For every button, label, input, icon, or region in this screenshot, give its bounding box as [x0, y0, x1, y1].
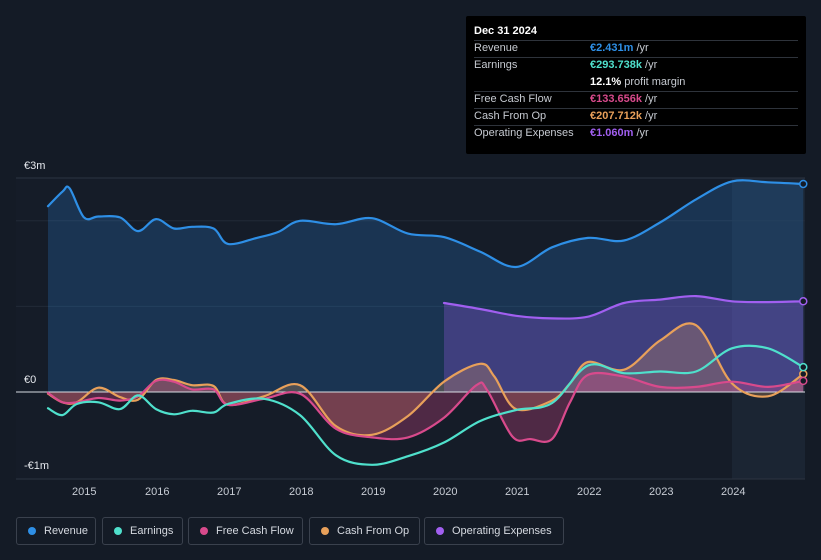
tooltip-value: €293.738k: [590, 59, 642, 71]
x-tick-label: 2016: [145, 486, 170, 498]
legend-dot: [321, 527, 329, 535]
legend-label: Revenue: [44, 525, 89, 537]
legend-item-revenue[interactable]: Revenue: [16, 517, 96, 545]
legend-label: Cash From Op: [337, 525, 410, 537]
tooltip-label: Free Cash Flow: [474, 93, 552, 105]
series-line-revenue: [46, 179, 805, 269]
x-tick-label: 2024: [721, 486, 746, 498]
tooltip-unit: profit margin: [621, 76, 686, 88]
x-tick-label: 2020: [433, 486, 458, 498]
legend-item-cash-from-op[interactable]: Cash From Op: [309, 517, 420, 545]
legend-item-free-cash-flow[interactable]: Free Cash Flow: [188, 517, 303, 545]
tooltip-value-group: €207.712k /yr: [590, 110, 657, 122]
tooltip-divider: [474, 57, 798, 58]
legend-label: Operating Expenses: [452, 525, 552, 537]
tooltip-date: Dec 31 2024: [474, 25, 537, 37]
plot-area: [16, 178, 805, 479]
x-tick-label: 2019: [361, 486, 386, 498]
tooltip-value: €207.712k: [590, 110, 642, 122]
tooltip-value: €1.060m: [590, 127, 634, 139]
tooltip-unit: /yr: [642, 59, 658, 71]
x-tick-label: 2023: [649, 486, 674, 498]
series-line-earnings: [46, 344, 805, 466]
series-line-operating-expenses: [442, 294, 805, 320]
tooltip-row-cash-from-op: Cash From Op €207.712k /yr: [466, 108, 806, 125]
tooltip-divider: [474, 91, 798, 92]
tooltip-value-group: €2.431m /yr: [590, 42, 649, 54]
legend-dot: [200, 527, 208, 535]
y-tick-label: -€1m: [24, 460, 50, 472]
tooltip-row-operating-expenses: Operating Expenses €1.060m /yr: [466, 125, 806, 142]
tooltip-divider: [474, 108, 798, 109]
y-tick-label: €3m: [24, 160, 46, 172]
series-endpoint-revenue: [799, 179, 808, 189]
series-endpoint-earnings: [799, 362, 808, 372]
tooltip-value-group: €293.738k /yr: [590, 59, 657, 71]
series-area-revenue: [48, 180, 804, 392]
tooltip-label: Operating Expenses: [474, 127, 574, 139]
tooltip-label: Cash From Op: [474, 110, 547, 122]
tooltip-value: €133.656k: [590, 93, 642, 105]
tooltip: Dec 31 2024 Revenue €2.431m /yr Earnings…: [466, 16, 806, 154]
tooltip-label: Revenue: [474, 42, 519, 54]
tooltip-divider: [474, 125, 798, 126]
series-line-free-cash-flow: [46, 371, 805, 443]
legend-label: Free Cash Flow: [216, 525, 294, 537]
tooltip-row-revenue: Revenue €2.431m /yr: [466, 40, 806, 57]
series-endpoint-operating-expenses: [799, 297, 808, 306]
tooltip-divider: [474, 40, 798, 41]
series-area-cash-from-op: [48, 323, 804, 436]
tooltip-value-group: 12.1% profit margin: [590, 76, 685, 88]
tooltip-unit: /yr: [642, 110, 658, 122]
tooltip-label: Earnings: [474, 59, 518, 71]
x-tick-label: 2022: [577, 486, 602, 498]
legend-dot: [28, 527, 36, 535]
x-tick-label: 2021: [505, 486, 530, 498]
tooltip-value: €2.431m: [590, 42, 634, 54]
x-tick-label: 2017: [217, 486, 242, 498]
legend-item-operating-expenses[interactable]: Operating Expenses: [424, 517, 564, 545]
tooltip-unit: /yr: [642, 93, 658, 105]
tooltip-unit: /yr: [633, 127, 649, 139]
series-line-cash-from-op: [46, 322, 805, 437]
series-area-free-cash-flow: [48, 372, 804, 442]
x-tick-label: 2018: [289, 486, 314, 498]
tooltip-unit: /yr: [633, 42, 649, 54]
y-tick-label: €0: [24, 374, 37, 386]
tooltip-row-free-cash-flow: Free Cash Flow €133.656k /yr: [466, 91, 806, 108]
tooltip-value-group: €133.656k /yr: [590, 93, 657, 105]
legend-dot: [114, 527, 122, 535]
legend-item-earnings[interactable]: Earnings: [102, 517, 183, 545]
series-endpoint-cash-from-op: [799, 369, 808, 379]
tooltip-row-profit-margin: 12.1% profit margin: [466, 74, 806, 91]
highlight-region: [732, 178, 805, 479]
x-tick-label: 2015: [72, 486, 97, 498]
tooltip-value: 12.1%: [590, 76, 622, 88]
series-area-operating-expenses: [444, 296, 804, 392]
legend-dot: [436, 527, 444, 535]
tooltip-row-earnings: Earnings €293.738k /yr: [466, 57, 806, 74]
legend-label: Earnings: [130, 525, 174, 537]
tooltip-value-group: €1.060m /yr: [590, 127, 649, 139]
series-endpoint-free-cash-flow: [799, 376, 808, 386]
